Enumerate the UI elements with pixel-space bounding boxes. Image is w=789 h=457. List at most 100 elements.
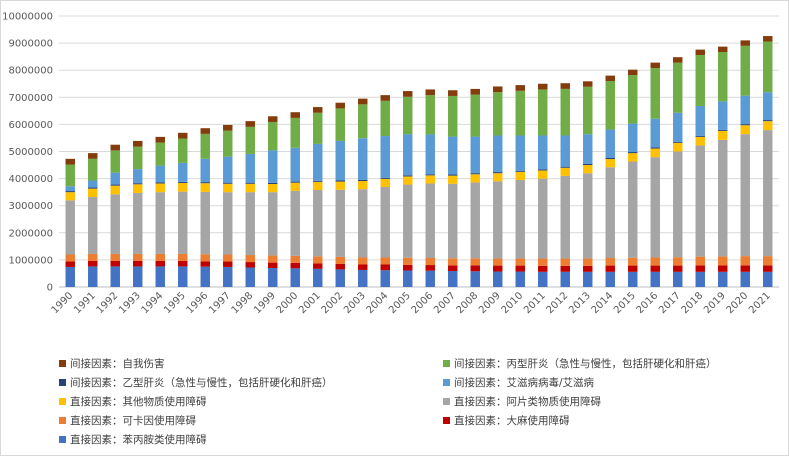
bar-segment-6 xyxy=(628,123,638,153)
bar-segment-7 xyxy=(650,68,660,119)
bar-segment-1 xyxy=(493,265,503,272)
bar-segment-8 xyxy=(133,140,143,147)
bar-segment-2 xyxy=(515,258,525,266)
bar-segment-2 xyxy=(358,257,368,265)
bar-segment-7 xyxy=(763,41,773,93)
bar-segment-7 xyxy=(583,86,593,135)
bar-segment-7 xyxy=(110,150,120,173)
legend-label: 间接因素：丙型肝炎（急性与慢性，包括肝硬化和肝癌） xyxy=(454,357,717,370)
bar-segment-5 xyxy=(628,152,638,154)
bar-segment-5 xyxy=(650,147,660,149)
bar-stack-2003 xyxy=(358,98,368,287)
bar-segment-8 xyxy=(560,83,570,89)
bar-segment-3 xyxy=(650,157,660,258)
bar-stack-2013 xyxy=(583,81,593,287)
bar-stack-2019 xyxy=(718,46,728,287)
bar-segment-2 xyxy=(178,253,188,261)
bars xyxy=(65,36,773,287)
bar-segment-6 xyxy=(605,129,615,159)
bar-segment-3 xyxy=(358,189,368,258)
bar-segment-2 xyxy=(223,254,233,262)
bar-segment-8 xyxy=(110,144,120,151)
bar-segment-5 xyxy=(605,158,615,160)
y-tick-label: 2000000 xyxy=(8,228,53,239)
bar-segment-8 xyxy=(335,102,345,109)
bar-stack-1996 xyxy=(200,128,210,287)
bar-segment-1 xyxy=(628,265,638,272)
bar-segment-0 xyxy=(673,271,683,287)
bar-segment-6 xyxy=(538,135,548,170)
bar-segment-2 xyxy=(313,256,323,264)
x-tick-label: 1994 xyxy=(140,290,166,316)
bar-segment-3 xyxy=(515,179,525,259)
bar-segment-0 xyxy=(560,271,570,287)
x-tick-label: 2005 xyxy=(387,290,413,316)
bar-segment-3 xyxy=(425,183,435,259)
bar-segment-5 xyxy=(560,166,570,168)
bar-segment-8 xyxy=(538,83,548,90)
legend-item: 间接因素：艾滋病病毒/艾滋病 xyxy=(443,376,595,389)
x-tick-label: 2006 xyxy=(410,290,436,316)
bar-segment-3 xyxy=(718,139,728,257)
legend-item: 间接因素：自我伤害 xyxy=(59,357,165,370)
bar-segment-1 xyxy=(65,261,75,267)
y-axis: 0 1000000 2000000 3000000 4000000 5000000 6000… xyxy=(2,12,53,294)
bar-segment-2 xyxy=(605,258,615,266)
x-tick-label: 1993 xyxy=(117,290,143,316)
bar-segment-8 xyxy=(583,81,593,87)
bar-segment-3 xyxy=(110,194,120,254)
bar-segment-3 xyxy=(605,167,615,259)
bar-segment-6 xyxy=(583,134,593,164)
bar-stack-1994 xyxy=(155,136,165,287)
bar-segment-5 xyxy=(493,172,503,174)
x-tick-label: 1997 xyxy=(207,290,233,316)
bar-segment-7 xyxy=(538,89,548,136)
bar-segment-2 xyxy=(290,255,300,263)
bar-segment-1 xyxy=(155,260,165,267)
bar-segment-2 xyxy=(133,253,143,261)
bar-stack-1995 xyxy=(178,132,188,287)
bar-segment-4 xyxy=(650,148,660,158)
x-tick-label: 2015 xyxy=(612,290,638,316)
bar-segment-0 xyxy=(358,269,368,287)
bar-segment-2 xyxy=(88,253,98,261)
bar-segment-6 xyxy=(65,186,75,192)
bar-segment-1 xyxy=(695,265,705,272)
bar-segment-8 xyxy=(380,95,390,101)
bar-segment-8 xyxy=(313,107,323,113)
x-tick-label: 1999 xyxy=(252,290,278,316)
bar-segment-4 xyxy=(448,175,458,184)
bar-segment-6 xyxy=(448,136,458,175)
bar-segment-4 xyxy=(673,142,683,152)
bar-segment-0 xyxy=(515,271,525,287)
y-tick-label: 8000000 xyxy=(8,66,53,77)
bar-segment-3 xyxy=(560,175,570,259)
bar-segment-8 xyxy=(718,46,728,53)
bar-segment-4 xyxy=(245,183,255,193)
bar-segment-8 xyxy=(403,91,413,97)
bar-segment-5 xyxy=(268,182,278,185)
legend-swatch xyxy=(59,398,66,405)
bar-segment-1 xyxy=(358,264,368,270)
bar-segment-6 xyxy=(268,150,278,183)
bar-segment-8 xyxy=(628,69,638,76)
bar-segment-3 xyxy=(223,192,233,255)
bar-segment-0 xyxy=(313,268,323,287)
bar-segment-2 xyxy=(763,256,773,266)
bar-segment-2 xyxy=(583,258,593,266)
bar-segment-6 xyxy=(88,180,98,188)
bar-segment-3 xyxy=(290,190,300,256)
bar-segment-1 xyxy=(605,265,615,272)
bar-segment-2 xyxy=(470,258,480,266)
bar-segment-0 xyxy=(650,271,660,287)
bar-segment-2 xyxy=(560,258,570,266)
bar-segment-6 xyxy=(493,135,503,173)
bar-segment-0 xyxy=(605,271,615,287)
legend-swatch xyxy=(59,436,66,443)
legend-swatch xyxy=(443,398,450,405)
bar-segment-2 xyxy=(538,258,548,266)
bar-segment-4 xyxy=(560,167,570,176)
bar-segment-8 xyxy=(673,57,683,63)
bar-stack-2012 xyxy=(560,83,570,287)
legend-label: 直接因素：可卡因使用障碍 xyxy=(70,414,196,427)
